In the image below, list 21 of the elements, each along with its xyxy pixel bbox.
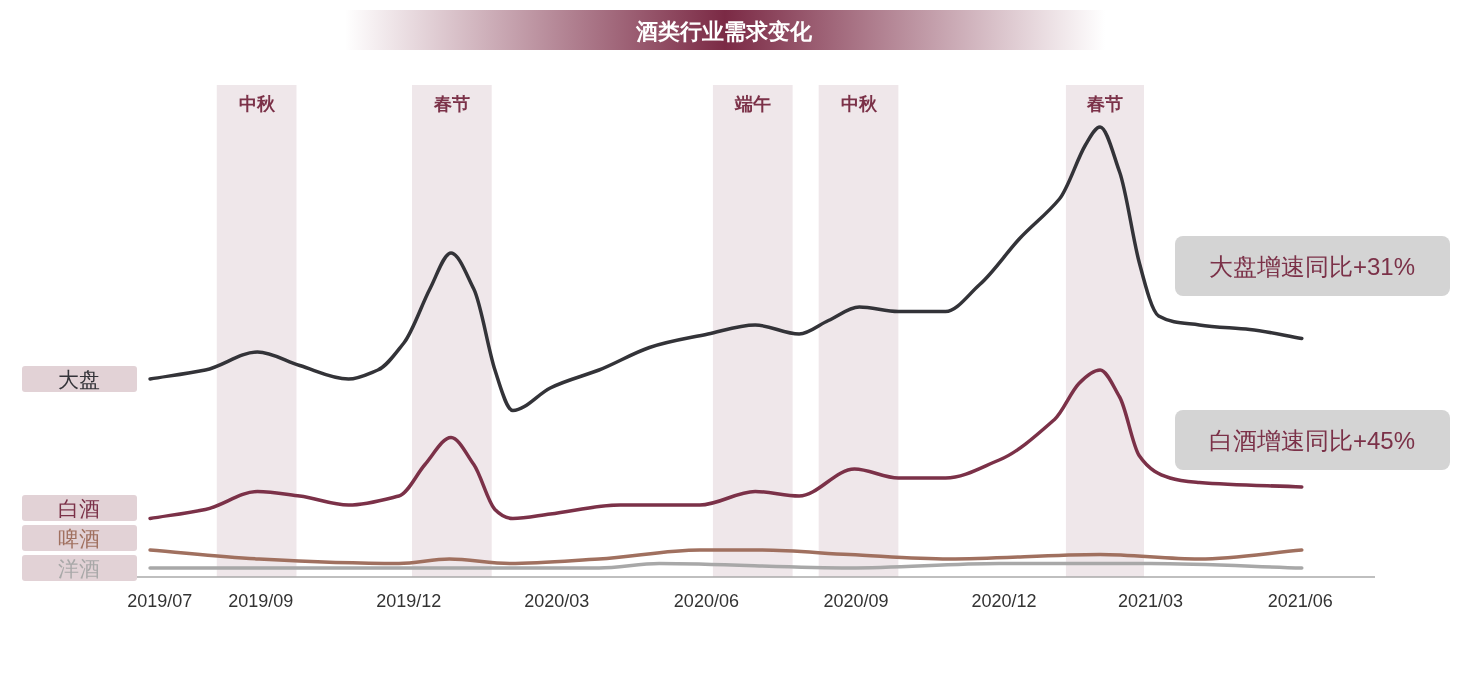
band-label: 中秋 — [840, 94, 878, 114]
band-label: 中秋 — [238, 94, 276, 114]
band-label: 春节 — [1085, 94, 1123, 114]
annotation: 大盘增速同比+31% — [1208, 253, 1416, 280]
x-tick-label: 2020/03 — [524, 591, 590, 611]
x-tick-label: 2021/03 — [1117, 591, 1184, 611]
x-tick-label: 2019/07 — [127, 591, 193, 611]
text: 啤酒 — [58, 527, 100, 550]
chart-title: 酒类行业需求变化 — [635, 19, 813, 44]
x-tick-label: 2021/06 — [1267, 591, 1333, 611]
text: 白酒 — [58, 497, 100, 520]
band-label: 端午 — [733, 94, 771, 114]
text: 洋酒 — [58, 557, 100, 580]
x-tick-label: 2020/12 — [971, 591, 1037, 611]
annotation: 白酒增速同比+45% — [1208, 427, 1416, 454]
text: 大盘 — [58, 368, 100, 391]
x-tick-label: 2019/09 — [228, 591, 294, 611]
x-tick-label: 2020/09 — [823, 591, 889, 611]
band-label: 春节 — [432, 94, 470, 114]
x-tick-label: 2019/12 — [376, 591, 442, 611]
x-tick-label: 2020/06 — [673, 591, 739, 611]
